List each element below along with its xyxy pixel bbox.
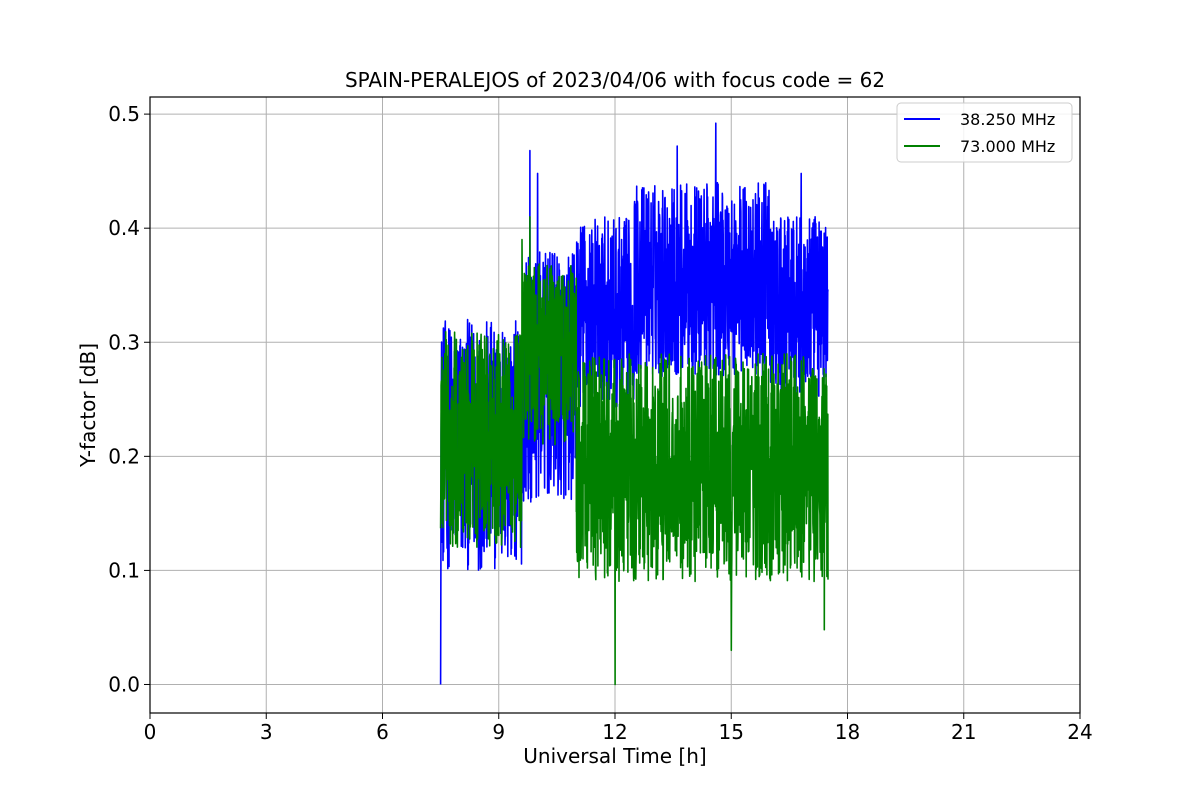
- x-axis-label: Universal Time [h]: [523, 744, 706, 768]
- x-tick-label: 18: [835, 720, 860, 744]
- y-tick-label: 0.3: [108, 330, 140, 354]
- y-tick-label: 0.1: [108, 558, 140, 582]
- x-tick-label: 15: [719, 720, 744, 744]
- x-tick-label: 12: [602, 720, 627, 744]
- x-tick-label: 24: [1067, 720, 1092, 744]
- y-tick-label: 0.5: [108, 102, 140, 126]
- legend: 38.250 MHz 73.000 MHz: [896, 102, 1073, 163]
- y-tick-label: 0.2: [108, 444, 140, 468]
- legend-box: [896, 102, 1073, 163]
- y-tick-label: 0.0: [108, 672, 140, 696]
- y-axis-label: Y-factor [dB]: [76, 343, 100, 468]
- x-tick-label: 6: [376, 720, 389, 744]
- series-layer: [439, 122, 829, 686]
- chart-title: SPAIN-PERALEJOS of 2023/04/06 with focus…: [345, 68, 885, 92]
- y-tick-label: 0.4: [108, 216, 140, 240]
- x-axis-ticks: 0 3 6 9 12 15 18 21 24: [144, 713, 1093, 744]
- x-tick-label: 3: [260, 720, 273, 744]
- y-axis-ticks: 0.0 0.1 0.2 0.3 0.4 0.5: [108, 102, 150, 696]
- legend-label-1: 38.250 MHz: [960, 110, 1055, 129]
- x-tick-label: 9: [492, 720, 505, 744]
- x-tick-label: 0: [144, 720, 157, 744]
- legend-label-2: 73.000 MHz: [960, 137, 1055, 156]
- series-line-2: [439, 216, 829, 686]
- x-tick-label: 21: [951, 720, 976, 744]
